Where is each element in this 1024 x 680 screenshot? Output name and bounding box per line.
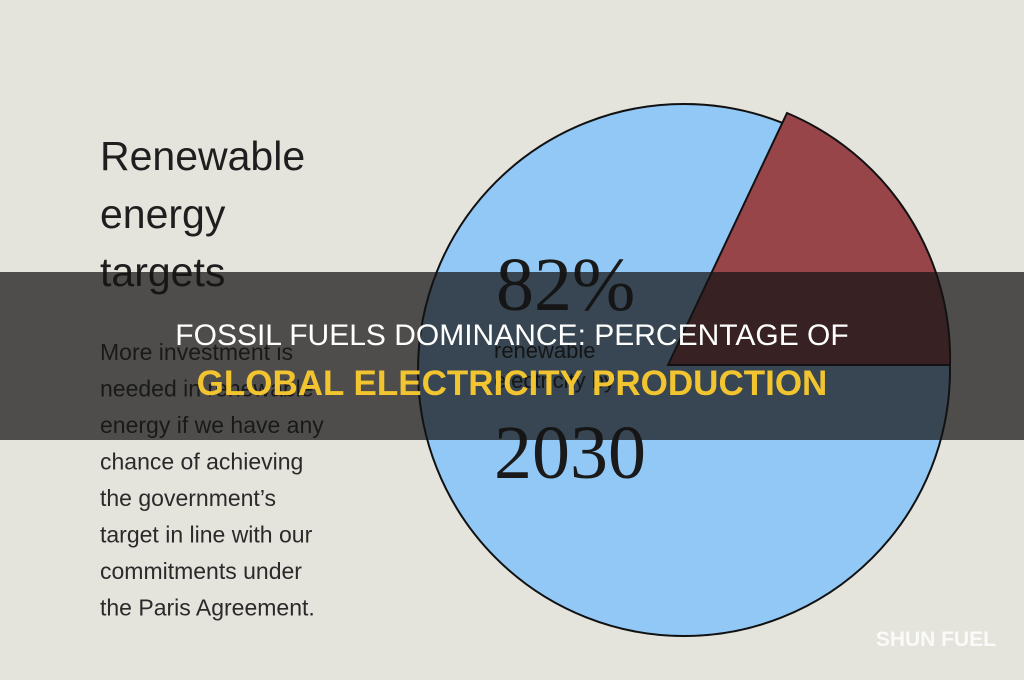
banner bbox=[0, 272, 1024, 440]
body-line: the Paris Agreement. bbox=[100, 595, 315, 621]
heading-line: energy bbox=[100, 191, 226, 237]
body-line: chance of achieving bbox=[100, 449, 303, 475]
body-line: commitments under bbox=[100, 558, 302, 584]
body-line: target in line with our bbox=[100, 522, 313, 548]
watermark: SHUN FUEL bbox=[876, 628, 996, 651]
banner-line1: FOSSIL FUELS DOMINANCE: PERCENTAGE OF bbox=[175, 319, 848, 352]
body-line: the government’s bbox=[100, 485, 276, 511]
heading-line: Renewable bbox=[100, 133, 305, 179]
banner-line2: GLOBAL ELECTRICITY PRODUCTION bbox=[197, 364, 828, 403]
